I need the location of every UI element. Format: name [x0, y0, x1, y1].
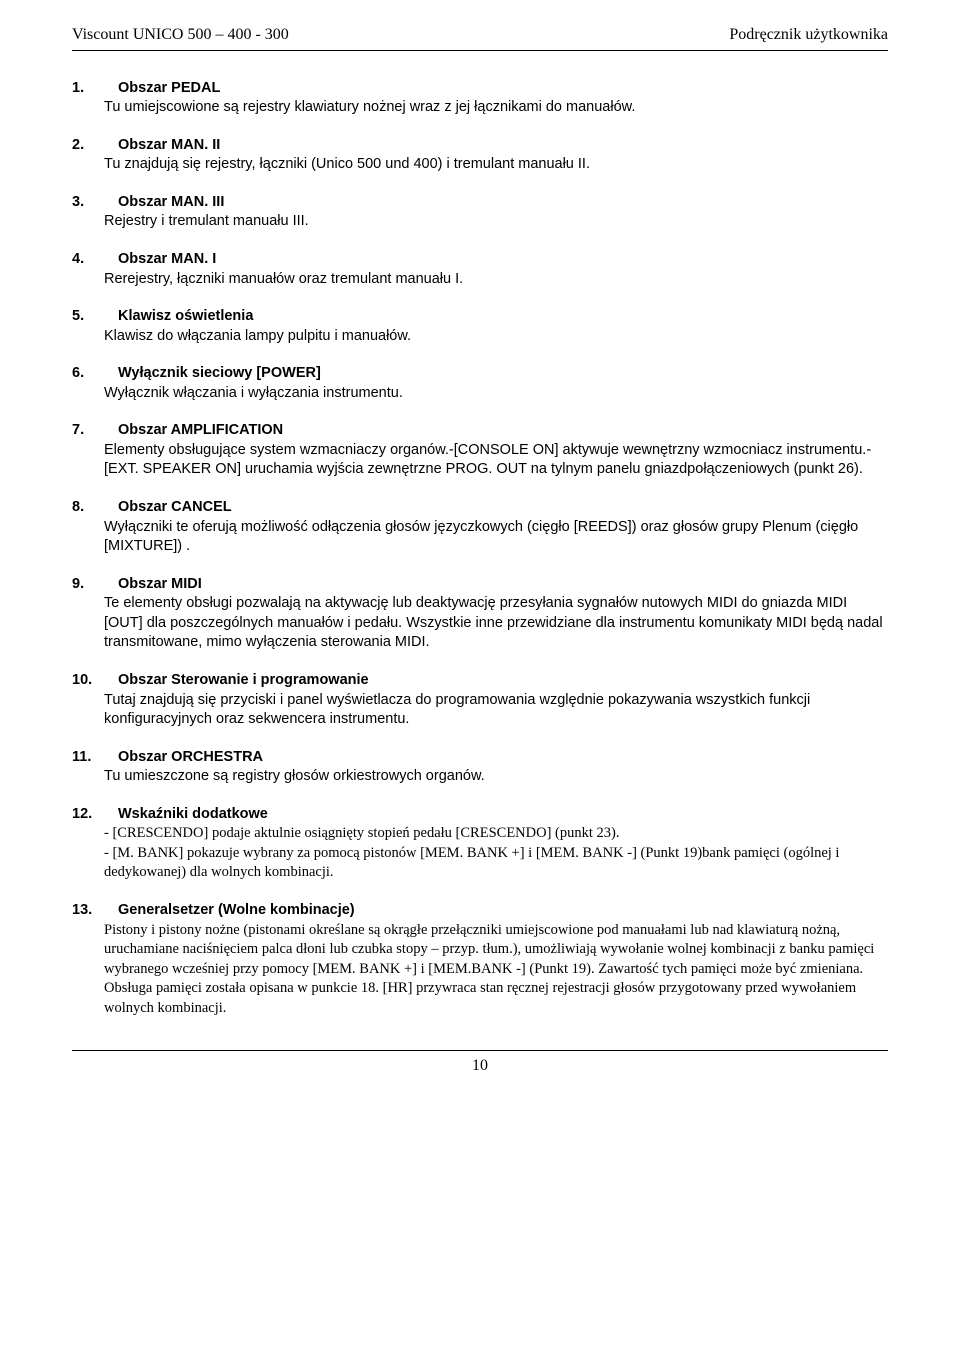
section-title: Generalsetzer (Wolne kombinacje): [118, 901, 355, 921]
section-heading: 4.Obszar MAN. I: [72, 250, 888, 270]
section-title: Wskaźniki dodatkowe: [118, 805, 268, 825]
section-number: 4.: [72, 250, 118, 270]
content-area: 1.Obszar PEDALTu umiejscowione są rejest…: [72, 79, 888, 1019]
section-body-line: Rerejestry, łączniki manuałów oraz tremu…: [104, 270, 888, 290]
section-body: Pistony i pistony nożne (pistonami okreś…: [72, 921, 888, 1019]
section-number: 13.: [72, 901, 118, 921]
page-header: Viscount UNICO 500 – 400 - 300 Podręczni…: [72, 24, 888, 51]
section-body: Tu umiejscowione są rejestry klawiatury …: [72, 98, 888, 118]
section-13: 13.Generalsetzer (Wolne kombinacje)Pisto…: [72, 901, 888, 1018]
section-title: Klawisz oświetlenia: [118, 307, 253, 327]
section-title: Obszar Sterowanie i programowanie: [118, 671, 369, 691]
section-heading: 10.Obszar Sterowanie i programowanie: [72, 671, 888, 691]
section-body: Wyłącznik włączania i wyłączania instrum…: [72, 384, 888, 404]
section-heading: 8.Obszar CANCEL: [72, 498, 888, 518]
section-heading: 5.Klawisz oświetlenia: [72, 307, 888, 327]
section-number: 1.: [72, 79, 118, 99]
section-7: 7.Obszar AMPLIFICATIONElementy obsługują…: [72, 421, 888, 480]
section-number: 3.: [72, 193, 118, 213]
section-body: Tu umieszczone są registry głosów orkies…: [72, 767, 888, 787]
section-number: 11.: [72, 748, 118, 768]
section-body: Rerejestry, łączniki manuałów oraz tremu…: [72, 270, 888, 290]
section-number: 5.: [72, 307, 118, 327]
section-body: Rejestry i tremulant manuału III.: [72, 212, 888, 232]
section-number: 2.: [72, 136, 118, 156]
page-number: 10: [472, 1057, 488, 1074]
section-title: Obszar PEDAL: [118, 79, 220, 99]
section-5: 5.Klawisz oświetleniaKlawisz do włączani…: [72, 307, 888, 346]
section-number: 7.: [72, 421, 118, 441]
section-10: 10.Obszar Sterowanie i programowanieTuta…: [72, 671, 888, 730]
section-3: 3.Obszar MAN. IIIRejestry i tremulant ma…: [72, 193, 888, 232]
section-heading: 11.Obszar ORCHESTRA: [72, 748, 888, 768]
section-number: 10.: [72, 671, 118, 691]
section-heading: 7.Obszar AMPLIFICATION: [72, 421, 888, 441]
section-body-line: Wyłącznik włączania i wyłączania instrum…: [104, 384, 888, 404]
section-body: Elementy obsługujące system wzmacniaczy …: [72, 441, 888, 480]
section-4: 4.Obszar MAN. IRerejestry, łączniki manu…: [72, 250, 888, 289]
section-heading: 13.Generalsetzer (Wolne kombinacje): [72, 901, 888, 921]
section-number: 8.: [72, 498, 118, 518]
section-body: Wyłączniki te oferują możliwość odłączen…: [72, 518, 888, 557]
section-body: Tu znajdują się rejestry, łączniki (Unic…: [72, 155, 888, 175]
section-body-line: - [M. BANK] pokazuje wybrany za pomocą p…: [104, 844, 888, 883]
section-body-line: Tutaj znajdują się przyciski i panel wyś…: [104, 691, 888, 730]
section-title: Obszar ORCHESTRA: [118, 748, 263, 768]
section-title: Obszar CANCEL: [118, 498, 232, 518]
section-title: Obszar MAN. III: [118, 193, 224, 213]
section-title: Obszar MAN. I: [118, 250, 216, 270]
section-body-line: Elementy obsługujące system wzmacniaczy …: [104, 441, 888, 480]
section-title: Obszar AMPLIFICATION: [118, 421, 283, 441]
section-heading: 9.Obszar MIDI: [72, 575, 888, 595]
section-title: Obszar MIDI: [118, 575, 202, 595]
section-heading: 1.Obszar PEDAL: [72, 79, 888, 99]
section-body-line: Tu umiejscowione są rejestry klawiatury …: [104, 98, 888, 118]
section-body: Tutaj znajdują się przyciski i panel wyś…: [72, 691, 888, 730]
section-9: 9.Obszar MIDITe elementy obsługi pozwala…: [72, 575, 888, 653]
section-body: Klawisz do włączania lampy pulpitu i man…: [72, 327, 888, 347]
section-body-line: Pistony i pistony nożne (pistonami okreś…: [104, 921, 888, 1019]
section-8: 8.Obszar CANCELWyłączniki te oferują moż…: [72, 498, 888, 557]
section-12: 12.Wskaźniki dodatkowe- [CRESCENDO] poda…: [72, 805, 888, 883]
section-11: 11.Obszar ORCHESTRATu umieszczone są reg…: [72, 748, 888, 787]
section-body-line: Te elementy obsługi pozwalają na aktywac…: [104, 594, 888, 653]
page-footer: 10: [72, 1050, 888, 1077]
header-left: Viscount UNICO 500 – 400 - 300: [72, 24, 289, 46]
section-body: Te elementy obsługi pozwalają na aktywac…: [72, 594, 888, 653]
section-number: 12.: [72, 805, 118, 825]
section-number: 6.: [72, 364, 118, 384]
header-right: Podręcznik użytkownika: [729, 24, 888, 46]
section-body: - [CRESCENDO] podaje aktulnie osiągnięty…: [72, 824, 888, 883]
section-title: Obszar MAN. II: [118, 136, 220, 156]
section-body-line: Tu znajdują się rejestry, łączniki (Unic…: [104, 155, 888, 175]
section-number: 9.: [72, 575, 118, 595]
section-body-line: Wyłączniki te oferują możliwość odłączen…: [104, 518, 888, 557]
section-body-line: Tu umieszczone są registry głosów orkies…: [104, 767, 888, 787]
section-6: 6.Wyłącznik sieciowy [POWER]Wyłącznik wł…: [72, 364, 888, 403]
section-heading: 6.Wyłącznik sieciowy [POWER]: [72, 364, 888, 384]
section-body-line: - [CRESCENDO] podaje aktulnie osiągnięty…: [104, 824, 888, 844]
section-heading: 2.Obszar MAN. II: [72, 136, 888, 156]
section-1: 1.Obszar PEDALTu umiejscowione są rejest…: [72, 79, 888, 118]
section-heading: 12.Wskaźniki dodatkowe: [72, 805, 888, 825]
section-title: Wyłącznik sieciowy [POWER]: [118, 364, 321, 384]
section-heading: 3.Obszar MAN. III: [72, 193, 888, 213]
section-body-line: Rejestry i tremulant manuału III.: [104, 212, 888, 232]
section-body-line: Klawisz do włączania lampy pulpitu i man…: [104, 327, 888, 347]
section-2: 2.Obszar MAN. IITu znajdują się rejestry…: [72, 136, 888, 175]
